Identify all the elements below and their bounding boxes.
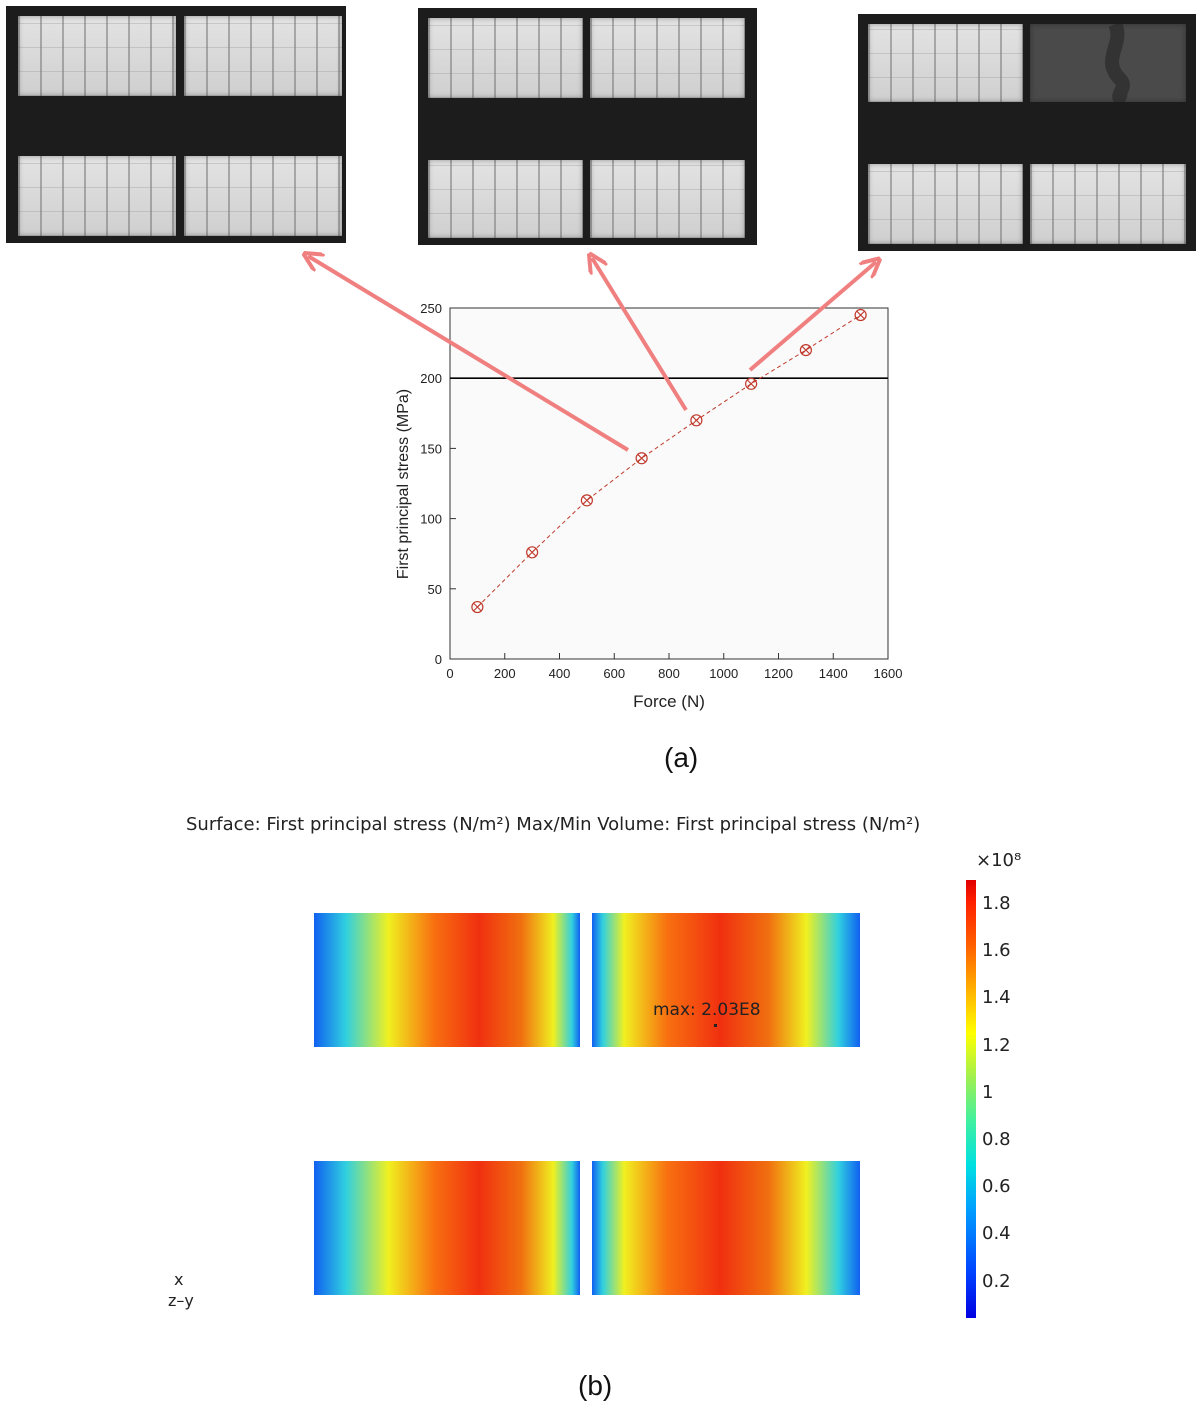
el-cell bbox=[18, 156, 176, 236]
x-tick-label: 600 bbox=[603, 666, 625, 681]
colorbar-tick-label: 1 bbox=[982, 1081, 994, 1103]
colorbar-tick-label: 0.8 bbox=[982, 1129, 1011, 1150]
colorbar-tick-label: 0.6 bbox=[982, 1176, 1011, 1198]
data-point bbox=[580, 494, 593, 507]
y-ticks: 0 50 100 150 200 250 bbox=[420, 301, 456, 667]
x-tick-label: 1600 bbox=[874, 666, 903, 681]
series-line bbox=[477, 314, 861, 608]
axis-zy-label: z–y bbox=[168, 1291, 194, 1310]
el-cell bbox=[184, 16, 342, 96]
el-cell bbox=[868, 164, 1023, 244]
el-cell bbox=[590, 18, 745, 98]
colorbar-tick-label: 0.4 bbox=[982, 1223, 1011, 1245]
el-image-1 bbox=[6, 6, 346, 243]
max-point-marker bbox=[714, 1024, 717, 1027]
colorbar-tick-label: 1.2 bbox=[982, 1034, 1011, 1056]
annotation-arrows bbox=[0, 0, 1200, 452]
el-cell bbox=[590, 160, 745, 238]
caption-b: (b) bbox=[578, 1370, 613, 1401]
x-tick-label: 1400 bbox=[819, 666, 848, 681]
data-point bbox=[526, 546, 539, 559]
data-points bbox=[471, 308, 867, 614]
el-image-3 bbox=[858, 14, 1196, 251]
data-point bbox=[471, 600, 484, 614]
el-cell bbox=[184, 156, 342, 236]
fem-cell-bottom-right bbox=[592, 1161, 860, 1295]
data-point bbox=[854, 308, 867, 322]
y-axis-label: First principal stress (MPa) bbox=[395, 389, 412, 579]
fem-cell-top-right bbox=[592, 913, 860, 1047]
arrow-to-image-1 bbox=[308, 256, 630, 452]
colorbar bbox=[966, 880, 976, 1318]
el-cell bbox=[18, 16, 176, 96]
y-tick-label: 100 bbox=[420, 512, 442, 527]
el-cell-cracked bbox=[1030, 24, 1186, 102]
x-tick-label: 1000 bbox=[709, 666, 738, 681]
el-cell bbox=[868, 24, 1023, 102]
x-tick-label: 200 bbox=[494, 666, 516, 681]
el-cell bbox=[1030, 164, 1186, 244]
x-ticks: 0 200 400 600 800 1000 1200 1400 1600 bbox=[446, 653, 902, 681]
fem-title: Surface: First principal stress (N/m²) M… bbox=[186, 814, 921, 835]
arrow-to-image-3 bbox=[748, 262, 876, 372]
fem-cell-top-left bbox=[314, 913, 580, 1047]
caption-a: (a) bbox=[664, 742, 699, 773]
colorbar-exponent: ×10⁸ bbox=[976, 850, 1022, 871]
axis-x-label: x bbox=[174, 1270, 184, 1289]
el-cell bbox=[428, 160, 583, 238]
el-image-2 bbox=[418, 8, 757, 245]
x-axis-label: Force (N) bbox=[633, 692, 705, 711]
y-tick-label: 150 bbox=[420, 441, 442, 456]
colorbar-tick-label: 0.2 bbox=[982, 1270, 1011, 1292]
y-tick-label: 50 bbox=[428, 582, 442, 597]
x-tick-label: 1200 bbox=[764, 666, 793, 681]
x-tick-label: 0 bbox=[446, 666, 453, 681]
data-point bbox=[799, 344, 812, 357]
data-point bbox=[745, 377, 758, 390]
max-stress-label: max: 2.03E8 bbox=[653, 1000, 761, 1020]
plot-frame bbox=[449, 307, 889, 660]
colorbar-tick-label: 1.8 bbox=[982, 893, 1011, 914]
x-tick-label: 400 bbox=[549, 666, 571, 681]
colorbar-tick-label: 1.6 bbox=[982, 940, 1011, 962]
stress-force-chart: 0 50 100 150 200 250 0 200 400 600 800 1000 1200 140… bbox=[395, 301, 902, 711]
data-point bbox=[690, 414, 703, 427]
x-tick-label: 800 bbox=[658, 666, 680, 681]
arrow-to-image-2 bbox=[592, 258, 688, 412]
crack-mark bbox=[1105, 24, 1130, 102]
fem-cell-bottom-left bbox=[314, 1161, 580, 1295]
axis-triad: x z–y bbox=[168, 1270, 194, 1310]
y-tick-label: 200 bbox=[420, 371, 442, 386]
data-point bbox=[635, 452, 648, 465]
colorbar-tick-label: 1.4 bbox=[982, 987, 1011, 1009]
el-cell bbox=[428, 18, 583, 98]
y-tick-label: 250 bbox=[420, 301, 442, 316]
y-tick-label: 0 bbox=[435, 652, 442, 667]
